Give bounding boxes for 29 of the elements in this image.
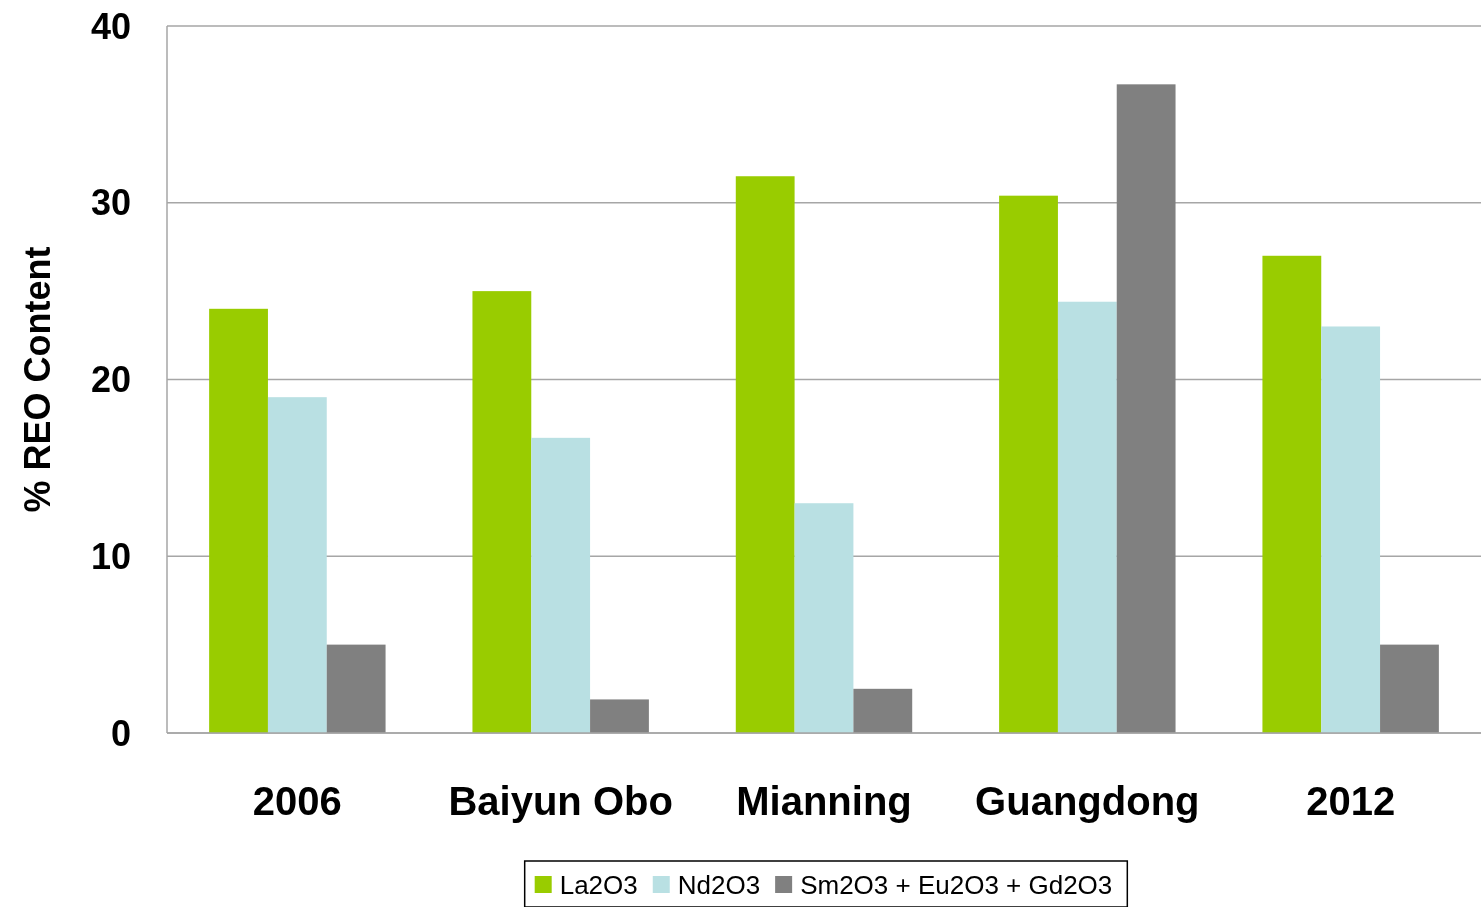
x-tick-label: Guangdong	[975, 779, 1200, 823]
bar	[472, 291, 532, 733]
bar	[1380, 644, 1439, 733]
y-axis-title: % REO Content	[17, 246, 58, 513]
bar	[531, 437, 591, 733]
bar	[1116, 84, 1176, 733]
y-tick-label: 20	[90, 359, 131, 401]
x-tick-label: Baiyun Obo	[448, 779, 673, 823]
x-tick-label: Mianning	[736, 779, 912, 823]
y-tick-label: 30	[90, 182, 131, 224]
bar	[326, 644, 386, 733]
bar	[853, 688, 913, 733]
y-tick-label: 10	[90, 535, 131, 577]
bar	[590, 699, 649, 733]
x-tick-label: 2006	[252, 779, 342, 823]
legend-label: La2O3	[559, 870, 638, 901]
legend-label: Sm2O3 + Eu2O3 + Gd2O3	[800, 870, 1113, 901]
y-tick-label: 40	[90, 5, 131, 47]
bar	[999, 195, 1058, 733]
bar	[735, 176, 795, 733]
bar	[209, 308, 268, 733]
bar	[1262, 255, 1322, 733]
bar	[1321, 326, 1381, 733]
bar	[267, 397, 327, 733]
bar	[1057, 301, 1117, 733]
bar	[794, 503, 854, 733]
x-tick-label: 2012	[1306, 779, 1396, 823]
legend-label: Nd2O3	[677, 870, 761, 901]
y-tick-label: 0	[110, 712, 131, 754]
